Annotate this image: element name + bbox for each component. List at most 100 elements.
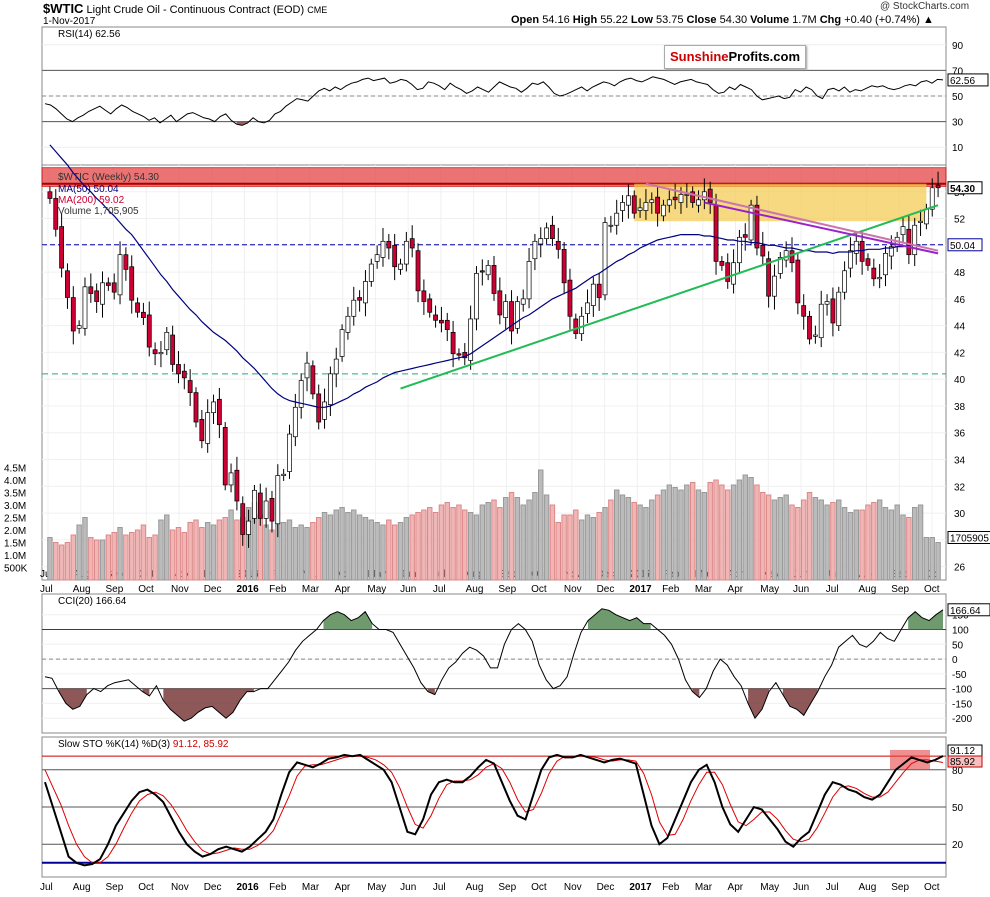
candle-body [877,277,883,280]
volume-bar [742,474,748,581]
downtrend-line-purple [704,201,939,255]
volume-tick-label: 2.5M [4,514,26,525]
cci-overbought-fill [587,608,651,630]
volume-bar [374,522,380,581]
candle-body [59,226,65,269]
volume-bar [204,522,211,581]
volume-bar [514,497,521,581]
candle-body [485,265,491,276]
volume-tick-label: 1.0M [4,551,26,562]
sto-highlight-zone [890,749,930,770]
volume-bar [415,512,421,581]
volume-bar [917,504,924,581]
volume-bar [58,544,65,581]
candle-body [807,315,812,340]
volume-bar [561,514,567,581]
volume-bar [456,504,462,581]
candle-body [129,266,135,301]
cci-tick-label: 0 [952,655,958,666]
volume-tick-label: 500K [4,564,28,575]
candle-body [141,311,146,318]
candle-body [602,222,608,296]
volume-bar [64,542,71,581]
volume-x-label: Jul [40,584,53,595]
sto-x-label: May [760,882,779,893]
candle-body [789,250,795,264]
chg-value: +0.40 (+0.74%) [844,14,920,26]
candle-body [538,238,544,245]
volume-bar [555,522,561,581]
volume-bar [427,507,433,581]
candle-body [824,301,830,305]
cci-tick-label: 100 [952,625,969,636]
sto-x-label: 2016 [236,882,259,893]
candle-body [479,270,485,273]
candle-body [76,325,82,329]
candle-body [111,282,117,293]
volume-bar [152,534,158,581]
candle-body [199,419,205,442]
volume-bar [228,509,234,581]
price-tick-label: 46 [954,295,966,306]
volume-x-label: Mar [302,584,320,595]
candle-body [47,191,53,199]
candle-body [123,254,129,270]
sto-x-label: Oct [924,882,940,893]
cci-tick-label: -100 [952,685,972,696]
volume-x-label: 2017 [629,584,652,595]
candle-body [509,301,514,332]
candle-body [918,220,923,223]
candle-body [555,240,561,250]
candle-body [257,492,263,519]
volume-bar [660,489,667,581]
volume-bar [689,482,696,581]
volume-tick-label: 4.5M [4,464,26,475]
volume-x-label: Sep [891,584,909,595]
volume-bar [748,477,754,581]
price-tick-label: 40 [954,375,966,386]
low-label: Low [630,14,653,26]
volume-bar [596,512,602,581]
close-value: 54.30 [719,14,748,26]
volume-bar [876,499,883,581]
volume-x-label: Aug [466,584,484,595]
volume-bar [467,512,474,581]
price-tick-label: 32 [954,482,966,493]
volume-bar [491,499,497,581]
volume-bar [765,494,772,581]
volume-bar [906,517,912,581]
price-tick-label: 38 [954,402,966,413]
last-price-label: 54.30 [950,184,975,195]
candle-body [590,283,596,306]
volume-bar [800,499,807,581]
candle-body [222,427,228,486]
candle-body [643,202,649,211]
candle-body [205,412,211,444]
candle-body [544,227,549,239]
candle-body [848,250,853,269]
candle-body [88,286,94,294]
candle-body [666,199,672,206]
volume-bar [444,502,450,581]
candle-body [579,315,585,335]
symbol: $WTIC [43,1,84,16]
volume-bar [871,502,877,581]
cci-oversold-fill [748,688,769,719]
sto-x-label: Mar [695,882,713,893]
candle-body [532,240,538,260]
volume-bar [403,517,410,581]
sto-x-label: Sep [498,882,516,893]
volume-bar [485,502,491,581]
candle-body [923,208,929,225]
volume-bar [573,509,579,581]
rsi-tick-label: 10 [952,143,964,154]
candle-body [748,204,754,241]
volume-x-label: Aug [859,584,877,595]
volume-bar [538,469,544,581]
volume-bar [99,539,106,581]
volume-bar [894,504,900,581]
volume-x-label: Jul [433,584,446,595]
sto-x-label: Feb [269,882,287,893]
candle-body [737,236,742,264]
